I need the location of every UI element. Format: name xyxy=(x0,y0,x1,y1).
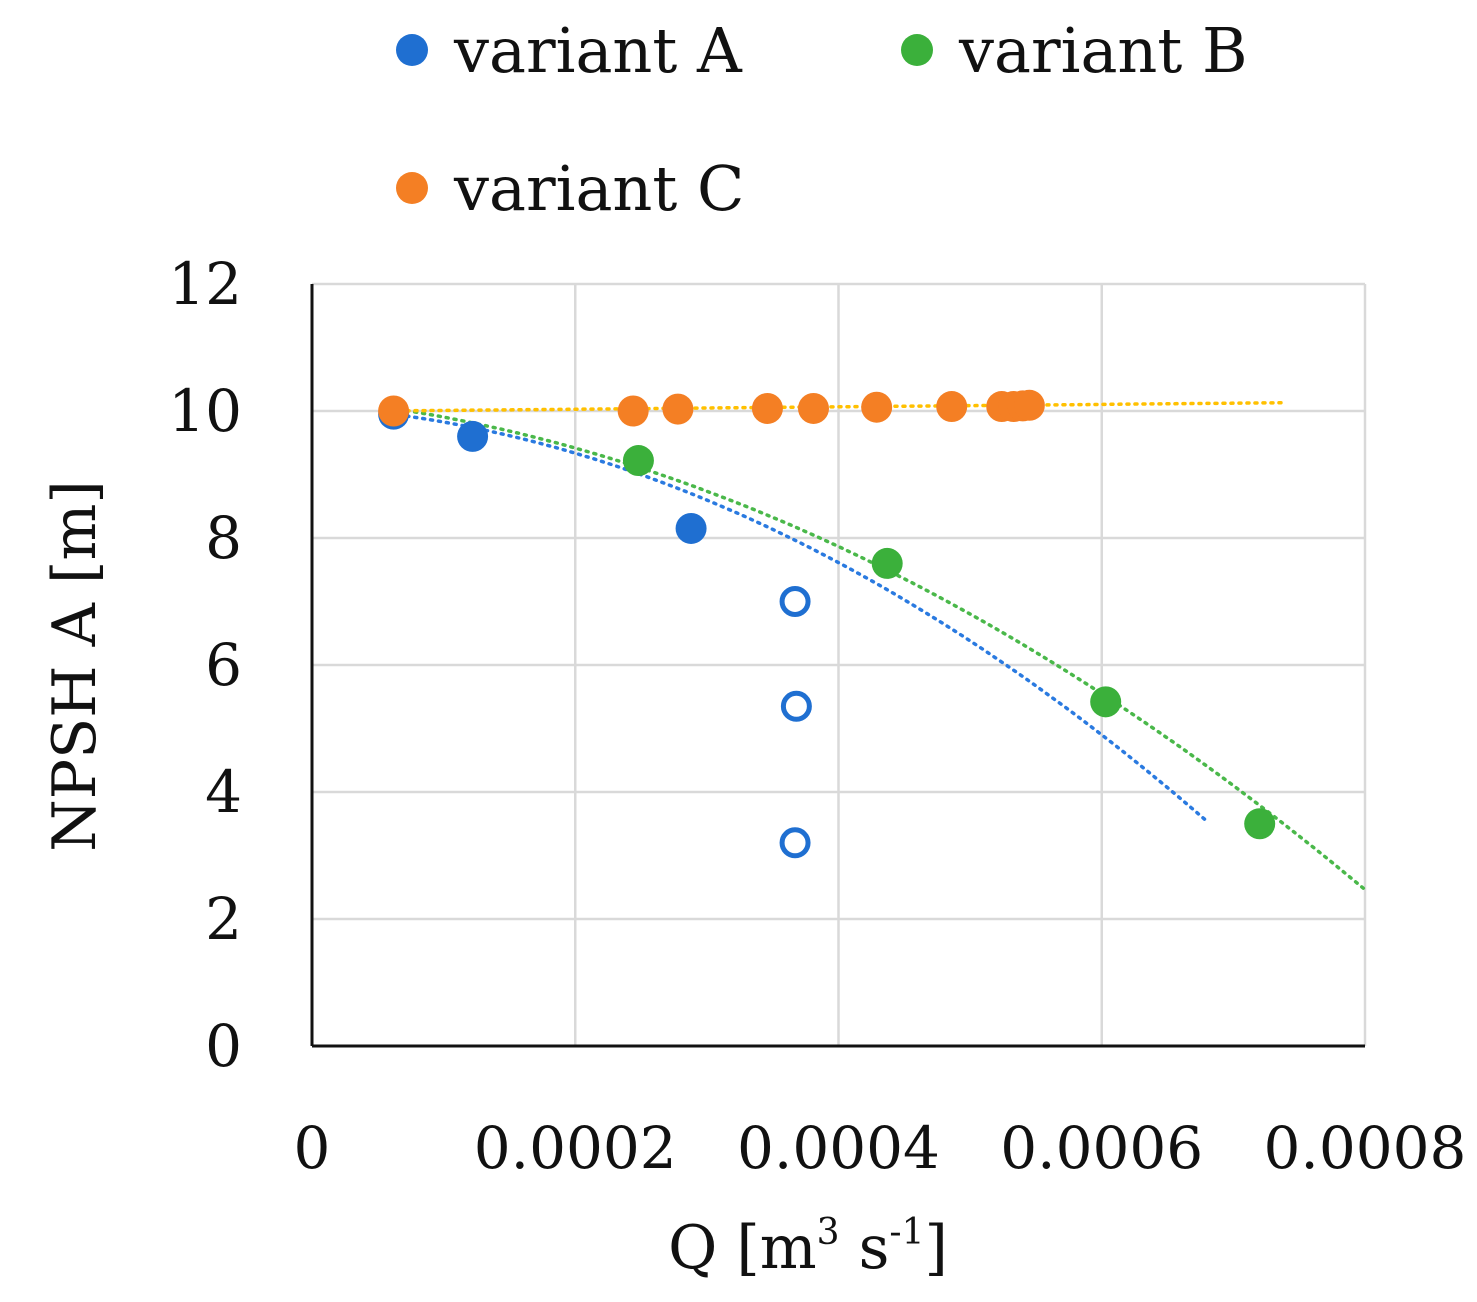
grid xyxy=(312,282,1367,1046)
legend-label: variant B xyxy=(958,14,1248,87)
x-tick-label: 0.0002 xyxy=(474,1114,677,1182)
trendline-series-3 xyxy=(389,400,1288,413)
trendline-series-1 xyxy=(389,412,1209,824)
y-tick-label: 2 xyxy=(205,885,242,953)
trendline-series-2 xyxy=(389,406,1367,892)
x-tick-label: 0 xyxy=(294,1114,331,1182)
legend-marker xyxy=(396,172,428,204)
data-point-hollow-series-1 xyxy=(779,586,811,617)
legend-marker xyxy=(901,34,933,66)
x-tick-label: 0.0008 xyxy=(1264,1114,1467,1182)
data-point-series-2 xyxy=(1090,686,1122,718)
legend-marker xyxy=(396,34,428,66)
y-tick-label: 0 xyxy=(205,1012,242,1080)
y-tick-label: 4 xyxy=(205,758,242,826)
y-tick-label: 6 xyxy=(205,631,242,699)
data-point-series-1 xyxy=(675,512,707,544)
tick-labels: 0 2 4 6 8 10 12 0 0.0002 0.0004 0.0006 0.0008 xyxy=(168,250,1466,1182)
data-point-series-2 xyxy=(871,547,903,579)
trendlines xyxy=(389,400,1367,892)
data-point-series-3 xyxy=(751,392,783,424)
axes xyxy=(310,284,1365,1048)
data-point-series-3 xyxy=(861,391,893,423)
data-point-series-2 xyxy=(622,445,654,477)
y-axis-title: NPSH A [m] xyxy=(40,480,110,851)
data-point-series-3 xyxy=(378,395,410,427)
y-tick-label: 8 xyxy=(205,504,242,572)
legend: variant A variant B variant C xyxy=(396,14,1248,225)
y-tick-label: 12 xyxy=(168,250,242,318)
x-tick-label: 0.0004 xyxy=(737,1114,940,1182)
data-point-series-3 xyxy=(617,395,649,427)
data-points xyxy=(378,389,1276,859)
y-tick-label: 10 xyxy=(168,377,242,445)
legend-label: variant A xyxy=(453,14,743,87)
data-point-series-3 xyxy=(662,393,694,425)
data-point-series-3 xyxy=(936,391,968,423)
data-point-series-3 xyxy=(797,392,829,424)
x-tick-label: 0.0006 xyxy=(1000,1114,1203,1182)
data-point-series-1 xyxy=(457,420,489,452)
data-point-series-3 xyxy=(1013,389,1045,421)
legend-label: variant C xyxy=(453,152,744,225)
x-axis-title: Q [m3 s-1] xyxy=(668,1212,948,1283)
data-point-hollow-series-1 xyxy=(779,827,811,859)
data-point-hollow-series-1 xyxy=(780,690,812,722)
data-point-series-2 xyxy=(1244,808,1276,840)
